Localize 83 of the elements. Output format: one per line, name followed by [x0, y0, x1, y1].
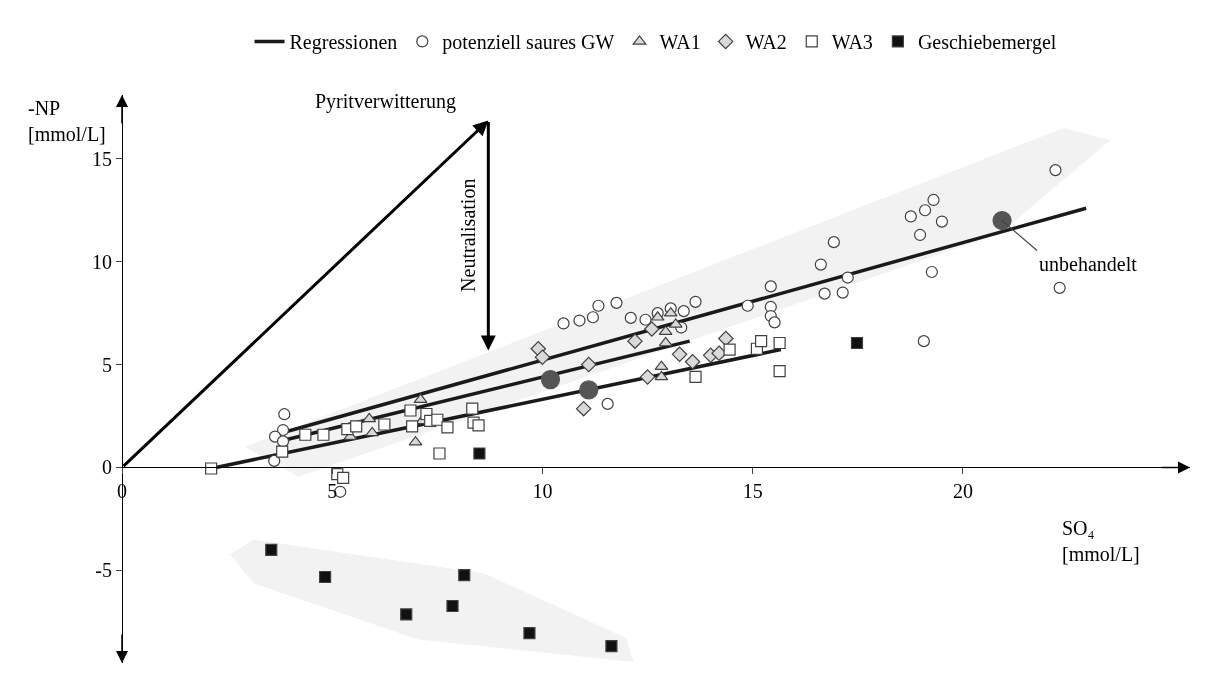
annotation: Neutralisation: [456, 178, 479, 292]
point: [818, 287, 831, 300]
point: [472, 419, 485, 432]
legend-label: potenziell saures GW: [442, 31, 615, 55]
point: [276, 435, 290, 448]
point: [580, 356, 597, 373]
point: [992, 210, 1012, 231]
legend-label: WA1: [659, 31, 701, 54]
point: [684, 353, 701, 370]
point: [927, 193, 940, 207]
legend-label: Geschiebemergel: [917, 31, 1057, 55]
y-tick-label: -5: [95, 559, 112, 582]
point: [654, 370, 669, 381]
point: [605, 640, 618, 653]
x-axis-title: SO₄ [mmol/L]: [1062, 517, 1140, 565]
point: [365, 426, 380, 437]
point: [850, 336, 864, 350]
point: [318, 570, 332, 584]
point: [446, 599, 459, 613]
point: [557, 317, 570, 330]
point: [458, 569, 471, 582]
point: [755, 335, 768, 348]
y-tick-label: 15: [92, 147, 112, 170]
point: [644, 321, 660, 337]
x-tick-label: 20: [952, 480, 973, 503]
x-tick-label: 5: [327, 480, 338, 503]
point: [575, 400, 592, 417]
point: [205, 462, 218, 475]
point: [441, 421, 454, 434]
point: [935, 215, 949, 228]
point: [523, 627, 536, 640]
point: [265, 543, 278, 556]
point: [268, 454, 281, 468]
point: [723, 343, 736, 356]
point: [814, 258, 827, 271]
point: [406, 420, 419, 433]
point: [768, 316, 781, 329]
point: [741, 299, 754, 312]
x-tick-label: 10: [532, 480, 553, 503]
point: [540, 370, 561, 390]
point: [1049, 164, 1062, 177]
point: [639, 369, 656, 385]
point: [466, 402, 479, 415]
point: [276, 445, 289, 458]
point: [764, 280, 777, 293]
point: [473, 447, 486, 460]
annotation: unbehandelt: [1039, 253, 1138, 275]
point: [919, 204, 932, 217]
point: [378, 418, 391, 431]
point: [639, 313, 652, 326]
point: [337, 471, 350, 484]
point: [586, 311, 600, 324]
point: [573, 314, 586, 327]
y-tick-label: 0: [102, 456, 112, 479]
legend-label: Regressionen: [289, 31, 398, 55]
point: [827, 236, 840, 249]
point: [400, 608, 413, 621]
point: [317, 428, 330, 441]
point: [658, 336, 673, 347]
point: [534, 349, 551, 365]
point: [362, 412, 377, 423]
point: [671, 346, 688, 363]
point: [431, 413, 444, 426]
annotation: Pyritverwitterung: [315, 90, 457, 113]
y-tick-label: 5: [102, 353, 112, 376]
point: [624, 311, 637, 324]
point: [689, 295, 702, 308]
y-axis-title: -NP [mmol/L]: [28, 97, 106, 145]
point: [658, 325, 673, 336]
point: [841, 271, 854, 284]
point: [404, 404, 417, 417]
point: [299, 428, 312, 441]
y-tick-label: 10: [92, 250, 112, 273]
point: [350, 420, 363, 433]
x-tick-label: 15: [742, 480, 763, 503]
point: [610, 296, 623, 309]
point: [677, 304, 690, 318]
point: [913, 228, 927, 242]
point: [579, 380, 599, 400]
point: [904, 210, 917, 223]
legend-label: WA2: [745, 31, 787, 54]
point: [627, 333, 643, 349]
legend-label: WA3: [831, 31, 873, 54]
